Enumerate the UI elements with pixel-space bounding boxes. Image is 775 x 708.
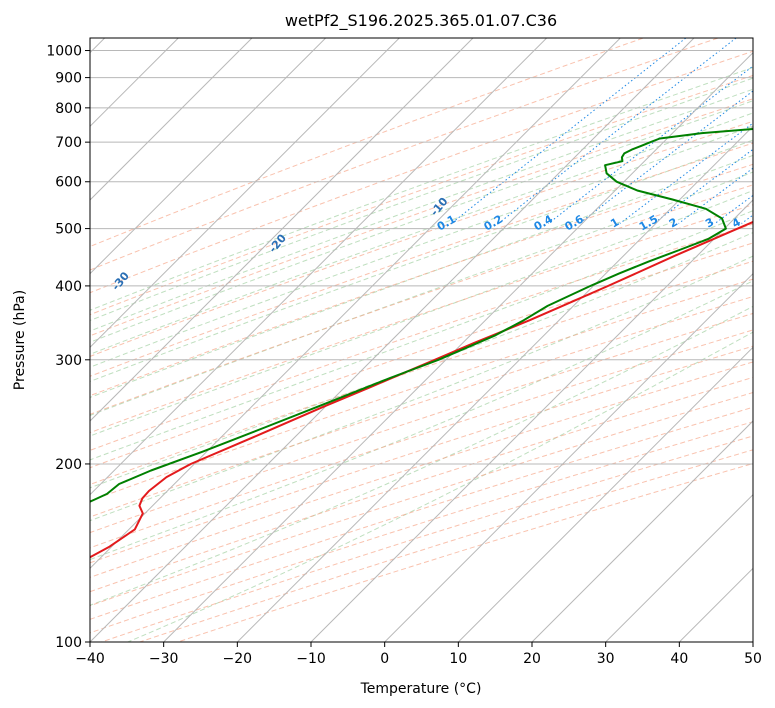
mixing-ratio-lines	[450, 38, 753, 224]
isotherm-line	[90, 38, 695, 642]
y-tick-label: 600	[55, 175, 82, 191]
dry-adiabat	[90, 98, 753, 337]
x-tick-label: −20	[223, 651, 253, 667]
moist-adiabat	[90, 112, 753, 355]
isotherm-line	[90, 38, 548, 496]
x-tick-label: −40	[75, 651, 105, 667]
dry-adiabat	[90, 242, 753, 469]
x-tick-label: 20	[523, 651, 541, 667]
x-tick-label: 40	[670, 651, 688, 667]
dry-adiabat	[90, 74, 753, 316]
y-tick-label: 800	[55, 101, 82, 117]
y-tick-label: 500	[55, 222, 82, 238]
mixing-ratio-line	[619, 122, 753, 224]
x-tick-label: −30	[149, 651, 179, 667]
dry-adiabat	[90, 184, 753, 415]
y-tick-label: 300	[55, 353, 82, 369]
isotherm-line	[90, 38, 622, 570]
y-tick-label: 1000	[46, 44, 82, 60]
isotherm-line	[310, 199, 753, 642]
y-tick-label: 400	[55, 279, 82, 295]
isotherm-line	[604, 493, 753, 642]
moist-adiabat	[90, 154, 753, 398]
chart-title: wetPf2_S196.2025.365.01.07.C36	[285, 11, 557, 31]
mixing-ratio-line	[548, 65, 753, 224]
y-tick-label: 900	[55, 71, 82, 87]
moist-adiabat	[90, 77, 753, 322]
y-tick-label: 100	[55, 635, 82, 651]
x-axis-label: Temperature (°C)	[360, 681, 482, 697]
isotherm-line	[90, 38, 474, 422]
mixing-ratio-line	[450, 38, 687, 224]
isotherm-line	[90, 38, 401, 349]
moist-adiabat	[90, 190, 753, 437]
y-axis: 1000 900 800 700 600 500 400 300 200 100	[46, 44, 90, 651]
isotherm-line	[236, 125, 753, 642]
plot-area: 0.10.20.40.611.52346810131620253036-100-…	[90, 38, 753, 642]
x-tick-label: 10	[449, 651, 467, 667]
moist-adiabat	[90, 210, 753, 461]
y-tick-label: 700	[55, 135, 82, 151]
dry-adiabat	[90, 142, 753, 377]
y-tick-label: 200	[55, 457, 82, 473]
moist-adiabat	[90, 88, 753, 332]
x-tick-label: 0	[380, 651, 389, 667]
mixing-ratio-line	[578, 90, 753, 224]
x-tick-label: 30	[597, 651, 615, 667]
x-axis: −40 −30 −20 −10 0 10 20 30 40 50	[75, 642, 762, 667]
isotherm-line	[90, 38, 327, 275]
sounding-series	[90, 127, 753, 559]
isobar-gridlines	[90, 50, 753, 642]
isotherm-line	[162, 51, 753, 642]
moist-adiabat	[90, 171, 753, 416]
isotherm-line	[383, 272, 753, 642]
dry-adiabat	[90, 223, 753, 451]
mixing-ratio-line	[678, 167, 753, 224]
moist-adiabat	[90, 255, 753, 522]
moist-adiabat	[90, 125, 753, 368]
x-tick-label: 50	[744, 651, 762, 667]
plot-frame	[89, 37, 754, 643]
dewpoint-profile-line	[90, 127, 753, 503]
y-axis-label: Pressure (hPa)	[12, 290, 28, 390]
isotherm-line	[90, 38, 253, 201]
temperature-profile-line	[90, 220, 753, 559]
moist-adiabat	[90, 66, 753, 311]
isotherm-line	[531, 420, 753, 642]
x-tick-label: −10	[296, 651, 326, 667]
moist-adiabat	[90, 280, 753, 561]
